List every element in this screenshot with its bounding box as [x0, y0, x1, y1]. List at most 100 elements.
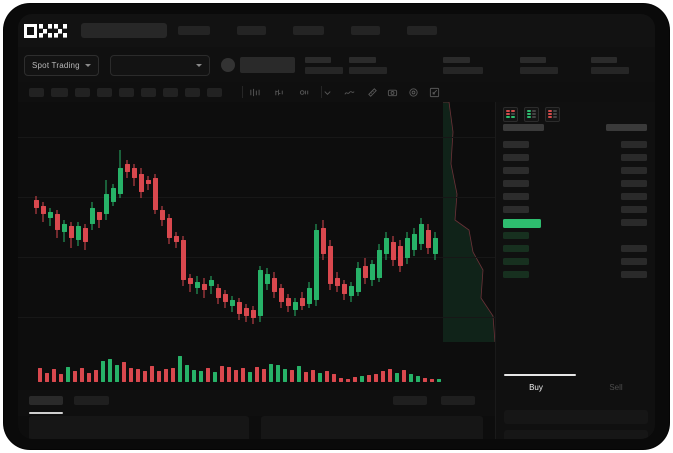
volume-bar: [136, 369, 140, 382]
ruler-icon[interactable]: [367, 87, 378, 98]
orderbook-row-price[interactable]: [503, 193, 529, 200]
orderbook-both-icon[interactable]: [503, 107, 518, 122]
volume-bar: [430, 379, 434, 382]
settings-icon[interactable]: [408, 87, 419, 98]
ticker-stat-1: [349, 57, 387, 74]
line-chart-icon[interactable]: [344, 87, 355, 98]
orderbook-row-price[interactable]: [503, 141, 529, 148]
tab-buy[interactable]: Buy: [529, 383, 543, 392]
orderbook-row-size[interactable]: [621, 193, 647, 200]
interval-button-2[interactable]: [75, 88, 90, 97]
volume-bar: [297, 366, 301, 382]
fullscreen-icon[interactable]: [429, 87, 440, 98]
interval-button-0[interactable]: [29, 88, 44, 97]
orderbook-row-price[interactable]: [503, 124, 544, 131]
order-field-amount[interactable]: [504, 430, 648, 439]
candle: [117, 150, 123, 198]
volume-bar: [220, 366, 224, 382]
okx-logo[interactable]: [24, 24, 68, 38]
candle: [222, 290, 228, 308]
orderbook-row-price[interactable]: [503, 167, 529, 174]
orderbook-row-size[interactable]: [621, 258, 647, 265]
interval-button-8[interactable]: [207, 88, 222, 97]
volume-bar: [339, 378, 343, 382]
volume-bar: [283, 369, 287, 382]
search-input[interactable]: [81, 23, 167, 38]
logo-glyph-k: [39, 24, 52, 38]
interval-button-5[interactable]: [141, 88, 156, 97]
bottom-tab-1[interactable]: [74, 396, 109, 405]
bottom-tab-right-1[interactable]: [441, 396, 475, 405]
orderbook-row-price[interactable]: [503, 232, 529, 239]
orderbook-row-size[interactable]: [621, 180, 647, 187]
orderbook-asks-icon[interactable]: [545, 107, 560, 122]
orderbook-row-price[interactable]: [503, 245, 529, 252]
orderbook-row-size[interactable]: [621, 167, 647, 174]
toolbar-divider: [242, 86, 243, 98]
chevron-down-icon[interactable]: [322, 87, 333, 98]
pair-selector[interactable]: [110, 55, 210, 76]
candle: [131, 164, 137, 186]
orderbook-row-price[interactable]: [503, 219, 541, 228]
orderbook-row-size[interactable]: [606, 124, 647, 131]
device-screen: Spot Trading: [18, 14, 655, 439]
candle: [327, 240, 333, 290]
orderbook-row-size[interactable]: [621, 245, 647, 252]
orderbook-row-price[interactable]: [503, 271, 529, 278]
volume-bar: [311, 370, 315, 382]
bar-chart-icon[interactable]: [274, 87, 285, 98]
orderbook-row-size[interactable]: [621, 141, 647, 148]
gridline-2: [18, 257, 495, 258]
nav-item-3[interactable]: [351, 26, 380, 35]
volume-bar: [94, 370, 98, 382]
orderbook-row-size[interactable]: [621, 271, 647, 278]
ticker-stat-2: [443, 57, 483, 74]
tab-sell[interactable]: Sell: [609, 383, 623, 392]
active-tab-underline: [29, 412, 63, 414]
price-chart[interactable]: [18, 102, 495, 342]
volume-bar: [80, 368, 84, 382]
gridline-0: [18, 137, 495, 138]
candle: [110, 184, 116, 206]
interval-button-3[interactable]: [97, 88, 112, 97]
orderbook-row-price[interactable]: [503, 206, 529, 213]
candle: [348, 282, 354, 302]
bottom-tab-0[interactable]: [29, 396, 63, 405]
ticker-stat-0: [305, 57, 343, 74]
camera-icon[interactable]: [387, 87, 398, 98]
orderbook-row-size[interactable]: [621, 219, 647, 226]
candle: [145, 176, 151, 190]
interval-button-4[interactable]: [119, 88, 134, 97]
volume-bar: [213, 372, 217, 382]
candle: [40, 202, 46, 222]
order-field-price[interactable]: [504, 410, 648, 424]
orderbook-row-price[interactable]: [503, 180, 529, 187]
candle: [208, 276, 214, 294]
indicators-icon[interactable]: [299, 87, 310, 98]
orderbook-row-size[interactable]: [621, 154, 647, 161]
volume-bar: [276, 365, 280, 382]
candle: [68, 222, 74, 248]
nav-item-4[interactable]: [407, 26, 437, 35]
interval-button-1[interactable]: [51, 88, 68, 97]
candlestick-icon[interactable]: [249, 87, 260, 98]
volume-bar: [255, 367, 259, 382]
ticker-stat-value: [305, 67, 343, 74]
candle: [362, 258, 368, 284]
bottom-tab-right-0[interactable]: [393, 396, 427, 405]
volume-bar: [262, 369, 266, 382]
nav-item-1[interactable]: [237, 26, 266, 35]
orderbook-row-size[interactable]: [621, 206, 647, 213]
orderbook-row-price[interactable]: [503, 154, 529, 161]
nav-item-0[interactable]: [178, 26, 210, 35]
candle: [257, 266, 263, 322]
market-type-dropdown[interactable]: Spot Trading: [24, 55, 99, 76]
volume-bar: [129, 368, 133, 382]
orderbook-row-price[interactable]: [503, 258, 529, 265]
interval-button-6[interactable]: [163, 88, 178, 97]
volume-bar: [52, 369, 56, 382]
orderbook-bids-icon[interactable]: [524, 107, 539, 122]
nav-item-2[interactable]: [293, 26, 324, 35]
candle: [299, 292, 305, 310]
interval-button-7[interactable]: [185, 88, 200, 97]
